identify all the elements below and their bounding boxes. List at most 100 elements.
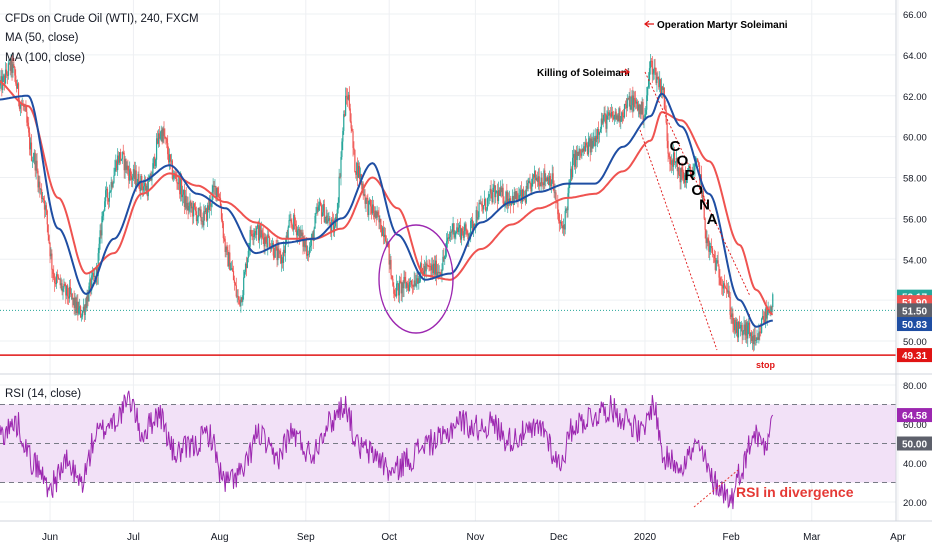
candle-body [465, 224, 467, 230]
candle-body [579, 148, 581, 154]
candle-body [541, 177, 543, 184]
candle-body [198, 208, 200, 211]
candle-body [409, 280, 412, 283]
price-label-text: 49.31 [902, 351, 927, 362]
candle-body [694, 163, 696, 170]
candle-body [670, 164, 672, 165]
candle-body [458, 225, 461, 228]
candle-body [432, 264, 434, 274]
candle-body [463, 231, 465, 238]
candle-body [711, 248, 714, 255]
candle-body [282, 257, 284, 263]
annotation-corona-letter: R [684, 167, 695, 184]
candle-body [327, 220, 329, 224]
candle-body [241, 297, 243, 302]
candle-body [359, 174, 362, 179]
candle-body [128, 170, 130, 181]
time-tick-label: Jul [127, 532, 140, 543]
candle-body [447, 237, 450, 239]
candle-body [515, 191, 517, 200]
candle-body [17, 83, 20, 101]
candle-body [731, 313, 733, 318]
candle-body [153, 156, 155, 164]
candle-body [536, 177, 539, 182]
candle-body [385, 241, 387, 247]
candle-body [105, 190, 107, 202]
candle-body [0, 76, 2, 83]
candle-body [59, 278, 61, 286]
candle-body [215, 185, 217, 197]
candle-body [538, 176, 540, 186]
candle-body [416, 278, 418, 284]
candle-body [254, 231, 256, 234]
candle-body [483, 199, 486, 206]
candle-body [673, 152, 676, 163]
candle-body [601, 118, 603, 124]
candle-body [766, 314, 768, 319]
candle-body [476, 210, 478, 220]
candle-body [273, 255, 275, 258]
candle-body [725, 287, 728, 290]
candle-body [752, 336, 754, 345]
candle-body [258, 225, 261, 241]
candle-body [477, 217, 479, 220]
candle-body [247, 250, 249, 259]
candle-body [287, 227, 289, 239]
candle-body [657, 76, 659, 79]
candle-body [84, 303, 86, 315]
candle-body [275, 245, 277, 247]
candle-body [475, 210, 477, 225]
candle-body [661, 86, 664, 90]
candle-body [342, 130, 344, 142]
candle-body [226, 246, 228, 250]
candle-body [459, 225, 462, 240]
candle-body [464, 224, 466, 232]
candle-body [130, 169, 132, 176]
candle-body [355, 172, 357, 175]
time-tick-label: Oct [381, 532, 397, 543]
candle-body [635, 101, 638, 104]
candle-body [519, 195, 521, 196]
candle-body [176, 178, 178, 184]
candle-body [761, 316, 764, 319]
candle-body [300, 229, 302, 237]
candle-body [232, 271, 235, 281]
candle-body [525, 185, 527, 203]
candle-body [25, 105, 27, 112]
candle-body [234, 283, 236, 286]
candle-body [736, 322, 739, 338]
candle-body [758, 331, 760, 340]
candle-body [178, 176, 180, 184]
candle-body [562, 225, 564, 229]
candle-body [332, 219, 334, 221]
candle-body [101, 216, 103, 236]
candle-body [423, 265, 425, 275]
candle-body [163, 128, 165, 136]
candle-body [51, 253, 53, 270]
candle-body [454, 232, 456, 238]
candle-body [547, 177, 549, 181]
candle-body [145, 185, 147, 191]
candle-body [441, 269, 443, 275]
candle-body [225, 246, 227, 252]
price-tick-label: 60.00 [903, 133, 927, 144]
candle-body [12, 64, 14, 73]
candle-body [197, 208, 199, 218]
candle-body [732, 313, 734, 325]
candle-body [203, 211, 205, 226]
candle-body [69, 287, 72, 295]
candle-body [68, 287, 71, 299]
candle-body [208, 200, 211, 211]
candle-body [494, 185, 496, 198]
candle-body [383, 234, 386, 237]
candle-body [726, 289, 728, 293]
candle-body [114, 167, 116, 176]
candle-body [156, 138, 159, 144]
rsi-tick-label: 60.00 [903, 420, 927, 431]
candle-body [26, 111, 28, 123]
candle-body [396, 283, 399, 285]
candle-body [62, 288, 64, 292]
candle-body [54, 278, 56, 284]
time-tick-label: Aug [211, 532, 229, 543]
price-label-box [897, 303, 932, 318]
